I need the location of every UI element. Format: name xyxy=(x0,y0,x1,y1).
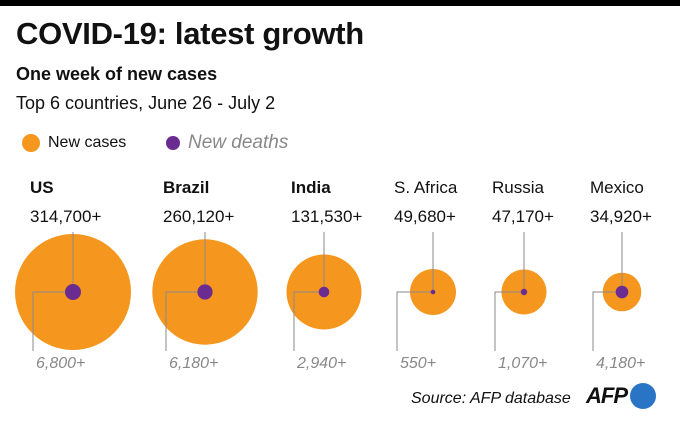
legend-deaths-swatch xyxy=(166,136,180,150)
deaths-dot-russia xyxy=(520,288,528,296)
deaths-leader-us xyxy=(32,291,73,351)
cases-value-label-us: 314,700+ xyxy=(30,207,101,226)
country-label-russia: Russia xyxy=(492,178,545,197)
deaths-value-label-india: 2,940+ xyxy=(296,355,346,372)
deaths-dot-us xyxy=(65,284,81,300)
legend-new-deaths: New deaths xyxy=(166,132,288,154)
legend-cases-swatch xyxy=(22,134,40,152)
top-bar xyxy=(0,0,680,6)
legend-new-cases: New cases xyxy=(22,132,126,154)
country-label-us: US xyxy=(30,178,54,197)
deaths-value-label-russia: 1,070+ xyxy=(498,355,547,372)
deaths-leader-brazil xyxy=(165,291,205,351)
page-subtitle: One week of new cases xyxy=(16,64,218,84)
deaths-dot-brazil xyxy=(197,284,213,300)
deaths-value-label-mexico: 4,180+ xyxy=(596,355,645,372)
cases-value-label-s-africa: 49,680+ xyxy=(394,207,456,226)
legend-deaths-label: New deaths xyxy=(188,132,289,153)
deaths-dot-india xyxy=(318,286,330,298)
deaths-leader-s-africa xyxy=(396,291,433,351)
legend-cases-label: New cases xyxy=(48,134,127,151)
afp-logo: AFP xyxy=(586,383,656,409)
deaths-value-label-brazil: 6,180+ xyxy=(169,355,218,372)
afp-logo-circle-icon xyxy=(630,383,656,409)
cases-value-label-russia: 47,170+ xyxy=(492,207,554,226)
deaths-dot-mexico xyxy=(615,285,629,299)
country-label-india: India xyxy=(291,178,331,197)
page-title: COVID-19: latest growth xyxy=(16,16,364,51)
source-note: Source: AFP database xyxy=(411,390,571,407)
deaths-value-label-s-africa: 550+ xyxy=(400,355,436,372)
country-label-brazil: Brazil xyxy=(163,178,209,197)
page-description: Top 6 countries, June 26 - July 2 xyxy=(16,93,276,113)
country-label-mexico: Mexico xyxy=(590,178,644,197)
cases-value-label-mexico: 34,920+ xyxy=(590,207,652,226)
country-label-s-africa: S. Africa xyxy=(394,178,458,197)
deaths-leader-russia xyxy=(494,291,524,351)
deaths-leader-india xyxy=(293,291,324,351)
deaths-dot-s-africa xyxy=(430,289,436,295)
deaths-leader-mexico xyxy=(592,291,622,351)
cases-value-label-brazil: 260,120+ xyxy=(163,207,234,226)
deaths-value-label-us: 6,800+ xyxy=(36,355,85,372)
cases-value-label-india: 131,530+ xyxy=(291,207,362,226)
afp-logo-text: AFP xyxy=(586,383,628,408)
